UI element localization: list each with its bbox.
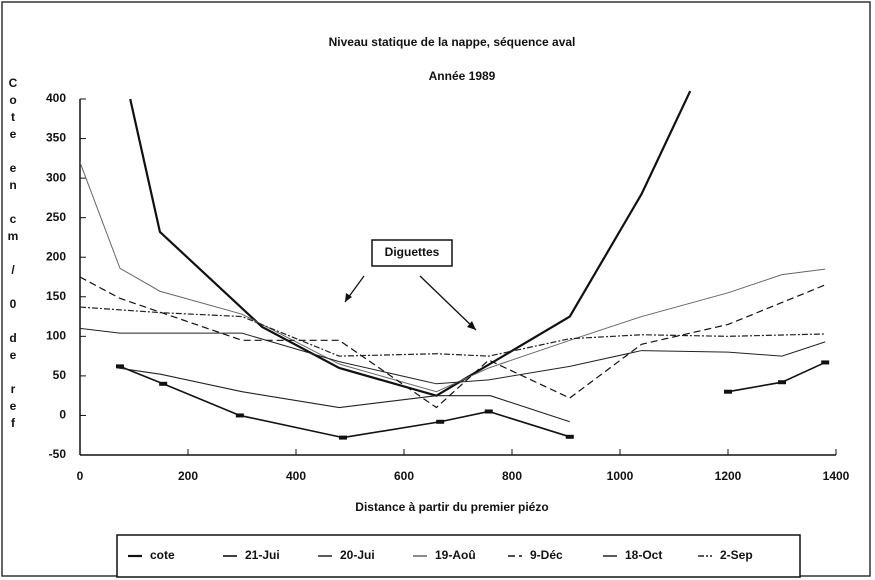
y-tick-label: 150	[46, 289, 66, 303]
annotation-box	[371, 239, 453, 267]
x-tick-label: 200	[178, 469, 198, 483]
x-tick-label: 1000	[607, 469, 634, 483]
y-tick-label: 50	[53, 368, 67, 382]
y-tick-label: 0	[59, 408, 66, 422]
arrow-head	[467, 321, 476, 330]
series-line	[79, 306, 826, 357]
y-tick-label: 350	[46, 131, 66, 145]
legend-label: 20-Jui	[340, 548, 375, 562]
y-tick-label: 200	[46, 249, 66, 263]
marker	[159, 381, 168, 386]
legend-label: 9-Déc	[530, 548, 563, 562]
marker	[338, 435, 347, 440]
x-axis-label: Distance à partir du premier piézo	[355, 500, 548, 514]
marker	[484, 409, 493, 414]
marker	[724, 389, 732, 394]
y-tick-label: 100	[46, 329, 66, 343]
x-tick-label: 400	[286, 469, 306, 483]
chart-title: Niveau statique de la nappe, séquence av…	[329, 35, 576, 49]
x-tick-label: 1400	[823, 469, 850, 483]
x-tick-label: 0	[77, 469, 84, 483]
annotation: Diguettes	[385, 245, 440, 259]
marker	[821, 360, 830, 365]
arrow	[419, 275, 477, 331]
x-tick-label: 800	[502, 469, 522, 483]
y-tick-label: 250	[46, 210, 66, 224]
legend-label: 21-Jui	[245, 548, 280, 562]
x-tick-label: 600	[394, 469, 414, 483]
marker	[436, 419, 445, 424]
marker	[115, 364, 124, 369]
y-axis-label: Cote en cm / 0 de ref	[6, 76, 20, 433]
series-line	[117, 367, 570, 423]
marker	[778, 380, 786, 385]
marker	[565, 434, 574, 439]
x-tick-label: 1200	[715, 469, 742, 483]
series-line	[129, 90, 692, 397]
y-tick-label: 400	[46, 91, 66, 105]
series-line	[79, 276, 826, 409]
marker	[235, 413, 244, 418]
legend-label: 19-Aoû	[435, 548, 476, 562]
series-line	[79, 327, 826, 385]
y-tick-label: -50	[49, 447, 67, 461]
y-tick-label: 300	[46, 170, 66, 184]
legend-label: 2-Sep	[720, 548, 753, 562]
arrow-head	[345, 293, 352, 302]
legend-label: 18-Oct	[625, 548, 662, 562]
chart-subtitle: Année 1989	[429, 69, 496, 83]
legend-label: cote	[150, 548, 175, 562]
series-line	[79, 162, 826, 393]
